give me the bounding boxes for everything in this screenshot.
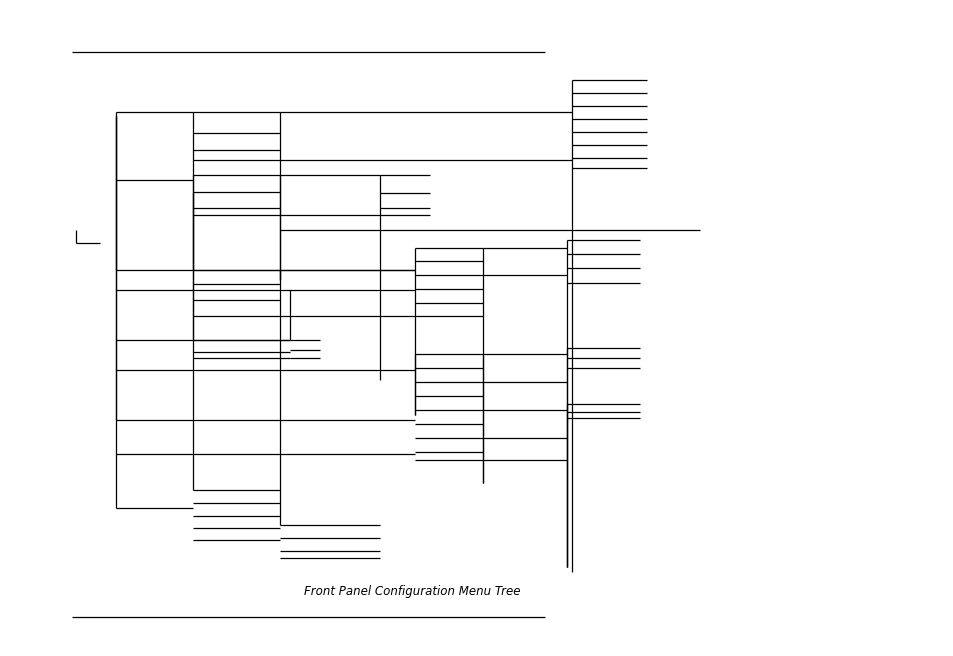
Text: Front Panel Configuration Menu Tree: Front Panel Configuration Menu Tree — [303, 586, 519, 598]
